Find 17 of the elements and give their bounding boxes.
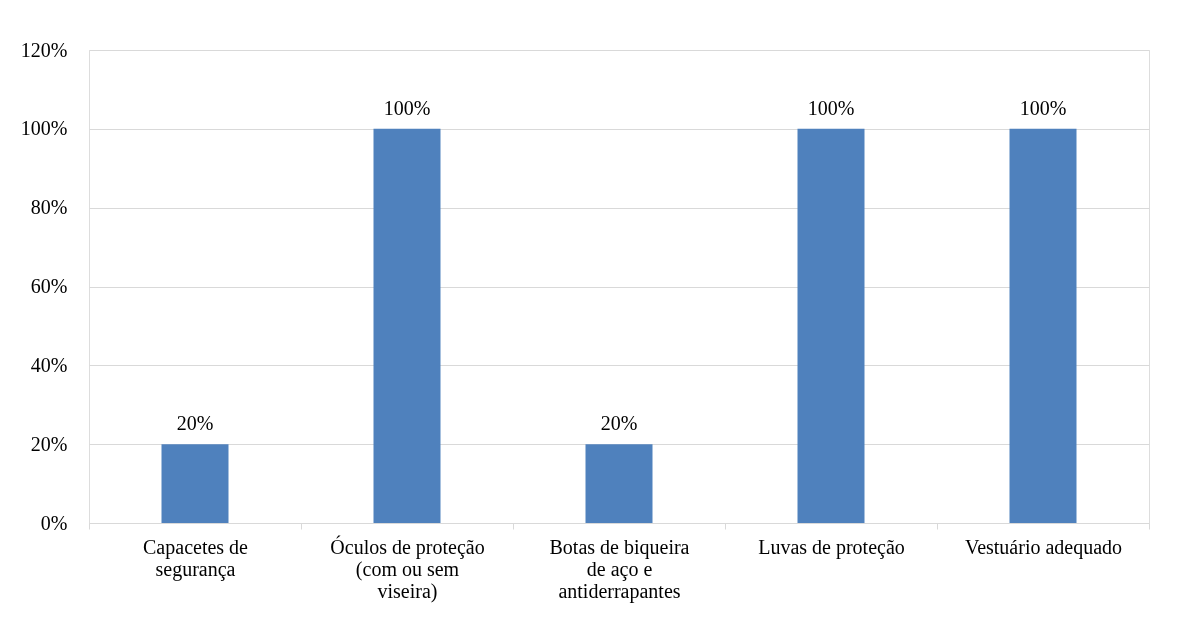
x-tick-label: Capacetes de segurança [143, 535, 249, 581]
x-tick-label: Vestuário adequado [964, 535, 1123, 559]
x-tick-label: Luvas de proteção [758, 535, 905, 559]
x-tick-label: Botas de biqueira de aço e antiderrapantes [549, 535, 690, 603]
y-tick-label: 40% [30, 353, 68, 376]
y-tick-label: 100% [20, 117, 68, 140]
y-tick-label: 120% [20, 38, 68, 61]
y-tick-label: 0% [40, 511, 68, 534]
data-label: 20% [600, 412, 638, 435]
y-tick-label: 80% [30, 196, 68, 219]
x-tick-label: Óculos de proteção (com ou sem viseira) [330, 534, 485, 603]
data-label: 100% [383, 96, 431, 119]
y-tick-label: 20% [30, 432, 68, 455]
data-label: 100% [807, 96, 855, 119]
data-label: 20% [176, 412, 214, 435]
data-label: 100% [1019, 96, 1067, 119]
y-tick-label: 60% [30, 275, 68, 297]
